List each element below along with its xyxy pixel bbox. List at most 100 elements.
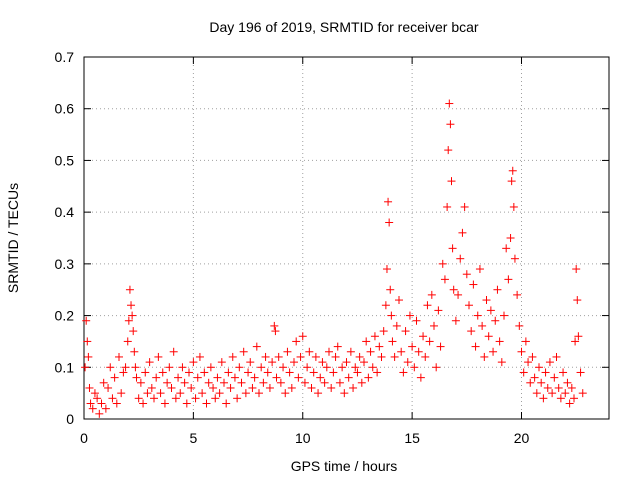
data-point <box>456 254 465 263</box>
data-point <box>443 202 452 211</box>
data-point <box>509 202 518 211</box>
data-point <box>559 368 568 377</box>
data-point <box>250 373 259 382</box>
data-point <box>206 363 215 372</box>
data-point <box>228 352 237 361</box>
y-tick-label: 0.4 <box>55 204 75 220</box>
data-point <box>517 347 526 356</box>
data-point <box>460 202 469 211</box>
data-point <box>416 373 425 382</box>
data-point <box>325 347 333 356</box>
data-point <box>327 383 336 392</box>
data-point <box>270 321 279 330</box>
data-point <box>495 337 504 346</box>
data-point <box>263 368 272 377</box>
data-point <box>465 301 473 310</box>
data-point <box>124 316 133 325</box>
data-point <box>362 337 371 346</box>
data-point <box>427 290 436 299</box>
data-point <box>565 399 574 408</box>
data-point <box>571 337 580 346</box>
data-point <box>101 404 110 413</box>
y-tick-label: 0 <box>66 411 74 427</box>
data-point <box>344 373 353 382</box>
data-point <box>524 358 533 367</box>
data-point <box>265 383 274 392</box>
data-point <box>346 347 355 356</box>
data-point <box>528 352 537 361</box>
y-tick-label: 0.5 <box>55 152 75 168</box>
data-point <box>130 347 139 356</box>
data-point <box>539 394 548 403</box>
data-point <box>471 342 480 351</box>
data-point <box>563 378 572 387</box>
data-point <box>298 332 307 341</box>
data-point <box>445 99 454 108</box>
data-point <box>388 337 397 346</box>
data-point <box>252 342 261 351</box>
data-point <box>373 368 382 377</box>
data-point <box>502 244 511 253</box>
data-point <box>333 342 342 351</box>
data-point <box>222 399 231 408</box>
data-point <box>167 383 176 392</box>
x-axis-label: GPS time / hours <box>291 458 398 474</box>
data-point <box>438 259 447 268</box>
data-point <box>504 275 513 284</box>
data-point <box>360 358 368 367</box>
data-point <box>193 373 202 382</box>
data-point <box>446 120 455 129</box>
data-point <box>458 228 467 237</box>
data-point <box>410 363 419 372</box>
data-point <box>82 316 91 325</box>
data-point <box>318 358 327 367</box>
data-point <box>129 327 138 336</box>
data-point <box>314 389 323 398</box>
y-tick-label: 0.7 <box>55 49 75 65</box>
data-point <box>83 337 92 346</box>
data-point <box>305 347 314 356</box>
data-point <box>375 342 384 351</box>
data-point <box>165 363 174 372</box>
data-point <box>104 383 113 392</box>
data-point <box>521 337 530 346</box>
data-point <box>355 352 364 361</box>
data-point <box>353 368 362 377</box>
data-point <box>171 394 180 403</box>
data-point <box>342 358 351 367</box>
data-point <box>335 378 344 387</box>
data-point <box>381 301 390 310</box>
data-point <box>307 383 316 392</box>
data-point <box>204 378 213 387</box>
data-point <box>283 347 292 356</box>
data-point <box>390 352 399 361</box>
data-point <box>220 378 228 387</box>
data-point <box>447 177 456 186</box>
data-point <box>268 358 277 367</box>
data-point <box>281 389 290 398</box>
data-point <box>578 389 587 398</box>
data-point <box>143 389 152 398</box>
data-point <box>491 316 500 325</box>
data-point <box>259 378 268 387</box>
data-point <box>576 368 585 377</box>
data-point <box>285 368 294 377</box>
data-point <box>478 321 487 330</box>
data-point <box>213 373 222 382</box>
data-point <box>180 378 189 387</box>
data-point <box>567 383 576 392</box>
data-point <box>554 383 563 392</box>
data-point <box>88 404 97 413</box>
data-point <box>357 378 366 387</box>
data-point <box>364 373 373 382</box>
data-point <box>106 363 115 372</box>
data-point <box>436 342 445 351</box>
data-point <box>187 383 196 392</box>
data-point <box>515 321 524 330</box>
data-point <box>320 378 329 387</box>
data-point <box>176 389 185 398</box>
data-point <box>158 368 167 377</box>
data-point <box>537 378 546 387</box>
data-point <box>469 280 478 289</box>
data-point <box>123 337 132 346</box>
